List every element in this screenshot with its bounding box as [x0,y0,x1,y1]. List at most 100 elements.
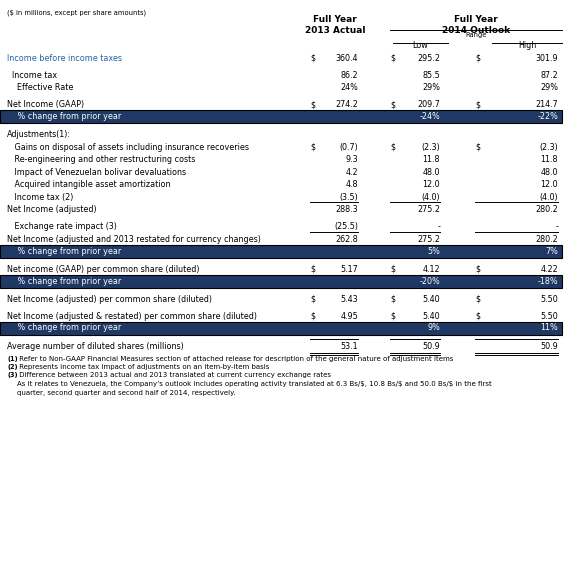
Text: % change from prior year: % change from prior year [10,247,121,256]
Text: 5.50: 5.50 [540,312,558,321]
Text: 48.0: 48.0 [423,168,440,177]
Text: (3): (3) [7,373,18,378]
Text: ($ in millions, except per share amounts): ($ in millions, except per share amounts… [7,9,146,16]
Text: $: $ [390,265,395,274]
Text: Re-engineering and other restructuring costs: Re-engineering and other restructuring c… [7,155,195,164]
Text: $: $ [475,143,480,152]
Text: Refer to Non-GAAP Financial Measures section of attached release for description: Refer to Non-GAAP Financial Measures sec… [17,355,453,361]
Text: -18%: -18% [537,276,558,285]
Text: Adjustments(1):: Adjustments(1): [7,130,71,139]
Text: (4.0): (4.0) [540,193,558,202]
Text: 11%: 11% [540,324,558,333]
Text: 360.4: 360.4 [336,53,358,62]
Text: Net income (GAAP) per common share (diluted): Net income (GAAP) per common share (dilu… [7,265,199,274]
Text: Net Income (GAAP): Net Income (GAAP) [7,100,84,109]
Text: Impact of Venezuelan bolivar devaluations: Impact of Venezuelan bolivar devaluation… [7,168,186,177]
Text: 280.2: 280.2 [535,235,558,244]
Text: Full Year
2013 Actual: Full Year 2013 Actual [305,15,365,35]
Text: % change from prior year: % change from prior year [10,112,121,121]
Text: 209.7: 209.7 [417,100,440,109]
Text: 11.8: 11.8 [541,155,558,164]
Text: (0.7): (0.7) [339,143,358,152]
Text: 5.43: 5.43 [340,295,358,304]
Text: $: $ [310,53,315,62]
Text: 86.2: 86.2 [340,71,358,80]
Text: 280.2: 280.2 [535,205,558,215]
Text: 4.12: 4.12 [423,265,440,274]
Text: Range: Range [465,32,486,38]
Text: Net Income (adjusted): Net Income (adjusted) [7,205,96,215]
Text: 12.0: 12.0 [540,180,558,189]
Text: Net Income (adjusted & restated) per common share (diluted): Net Income (adjusted & restated) per com… [7,312,257,321]
Text: quarter, second quarter and second half of 2014, respectively.: quarter, second quarter and second half … [17,390,235,395]
Text: 11.8: 11.8 [423,155,440,164]
Text: $: $ [310,295,315,304]
Text: $: $ [390,100,395,109]
Text: 4.22: 4.22 [540,265,558,274]
Text: $: $ [390,53,395,62]
Text: 87.2: 87.2 [540,71,558,80]
Text: Low: Low [412,41,428,50]
Text: $: $ [310,312,315,321]
Text: 5.17: 5.17 [340,265,358,274]
Text: 262.8: 262.8 [335,235,358,244]
Text: 29%: 29% [422,83,440,92]
Text: 275.2: 275.2 [417,235,440,244]
Text: 214.7: 214.7 [535,100,558,109]
Text: $: $ [475,265,480,274]
Text: (4.0): (4.0) [421,193,440,202]
Text: 50.9: 50.9 [540,342,558,351]
Text: $: $ [475,100,480,109]
Text: -: - [555,222,558,231]
Text: Average number of diluted shares (millions): Average number of diluted shares (millio… [7,342,184,351]
Text: 4.2: 4.2 [345,168,358,177]
Text: Income before income taxes: Income before income taxes [7,53,122,62]
Text: $: $ [310,100,315,109]
Text: 85.5: 85.5 [422,71,440,80]
Text: 5.40: 5.40 [423,312,440,321]
Text: $: $ [475,295,480,304]
Text: 53.1: 53.1 [340,342,358,351]
Text: Exchange rate impact (3): Exchange rate impact (3) [7,222,117,231]
Text: 274.2: 274.2 [335,100,358,109]
FancyBboxPatch shape [0,244,562,257]
Text: (2): (2) [7,364,18,370]
Text: 9%: 9% [427,324,440,333]
Text: 12.0: 12.0 [423,180,440,189]
Text: 295.2: 295.2 [417,53,440,62]
Text: 4.95: 4.95 [340,312,358,321]
Text: Acquired intangible asset amortization: Acquired intangible asset amortization [7,180,171,189]
Text: 48.0: 48.0 [541,168,558,177]
Text: 288.3: 288.3 [335,205,358,215]
Text: 29%: 29% [540,83,558,92]
Text: Full Year
2014 Outlook: Full Year 2014 Outlook [442,15,510,35]
Text: -: - [437,222,440,231]
Text: 301.9: 301.9 [536,53,558,62]
Text: $: $ [310,265,315,274]
Text: 7%: 7% [545,247,558,256]
Text: 5.50: 5.50 [540,295,558,304]
Text: (25.5): (25.5) [334,222,358,231]
Text: $: $ [390,312,395,321]
Text: Difference between 2013 actual and 2013 translated at current currency exchange : Difference between 2013 actual and 2013 … [17,373,331,378]
Text: 4.8: 4.8 [345,180,358,189]
Text: High: High [518,41,536,50]
Text: -20%: -20% [419,276,440,285]
Text: % change from prior year: % change from prior year [10,324,121,333]
FancyBboxPatch shape [0,321,562,334]
Text: As it relates to Venezuela, the Company’s outlook includes operating activity tr: As it relates to Venezuela, the Company’… [17,381,492,387]
Text: $: $ [475,312,480,321]
Text: Gains on disposal of assets including insurance recoveries: Gains on disposal of assets including in… [7,143,249,152]
Text: -24%: -24% [419,112,440,121]
Text: 5%: 5% [427,247,440,256]
Text: Income tax: Income tax [7,71,57,80]
Text: Effective Rate: Effective Rate [7,83,74,92]
Text: (1): (1) [7,355,18,361]
Text: Net Income (adjusted) per common share (diluted): Net Income (adjusted) per common share (… [7,295,212,304]
Text: Income tax (2): Income tax (2) [7,193,74,202]
Text: $: $ [390,295,395,304]
Text: % change from prior year: % change from prior year [10,276,121,285]
Text: 275.2: 275.2 [417,205,440,215]
FancyBboxPatch shape [0,110,562,123]
Text: -22%: -22% [537,112,558,121]
